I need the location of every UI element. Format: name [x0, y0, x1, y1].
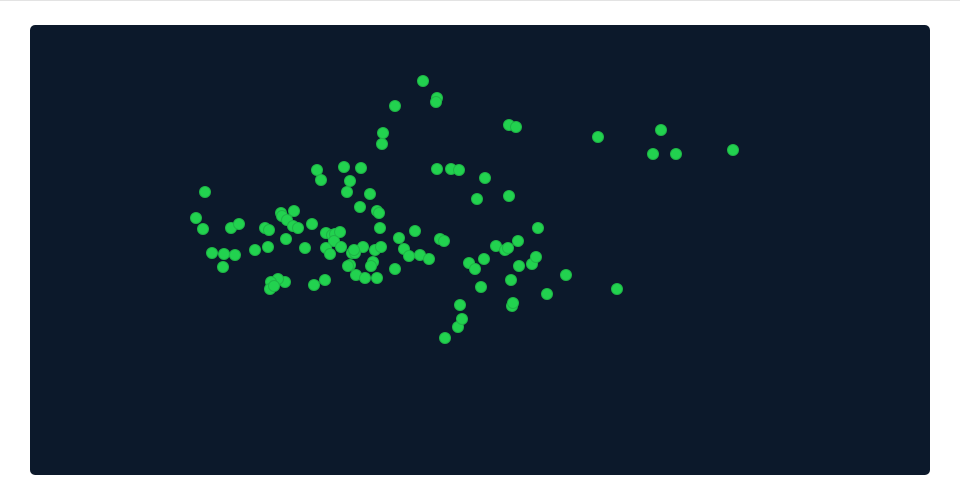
data-point — [315, 174, 327, 186]
data-point — [502, 242, 514, 254]
data-point — [342, 260, 354, 272]
data-point — [507, 297, 519, 309]
data-point — [389, 263, 401, 275]
data-point — [218, 248, 230, 260]
scatter-chart — [30, 25, 930, 475]
data-point — [389, 100, 401, 112]
data-point — [375, 241, 387, 253]
data-point — [478, 253, 490, 265]
data-point — [374, 222, 386, 234]
data-point — [292, 222, 304, 234]
data-point — [469, 263, 481, 275]
data-point — [454, 299, 466, 311]
data-point — [199, 186, 211, 198]
data-point — [359, 272, 371, 284]
data-point — [532, 222, 544, 234]
data-point — [611, 283, 623, 295]
data-point — [233, 218, 245, 230]
data-point — [341, 186, 353, 198]
data-point — [308, 279, 320, 291]
data-point — [530, 251, 542, 263]
data-point — [592, 131, 604, 143]
data-point — [354, 201, 366, 213]
data-point — [206, 247, 218, 259]
scatter-plot-svg — [30, 25, 930, 475]
top-divider — [0, 0, 960, 1]
data-point — [355, 162, 367, 174]
data-point — [249, 244, 261, 256]
data-point — [503, 190, 515, 202]
data-point — [475, 281, 487, 293]
data-point — [403, 250, 415, 262]
data-point — [423, 253, 435, 265]
data-point — [371, 272, 383, 284]
data-point — [373, 207, 385, 219]
data-point — [262, 241, 274, 253]
data-point — [335, 241, 347, 253]
chart-background — [30, 25, 930, 475]
data-point — [190, 212, 202, 224]
data-point — [647, 148, 659, 160]
data-point — [376, 138, 388, 150]
data-point — [439, 332, 451, 344]
data-point — [479, 172, 491, 184]
data-points — [190, 75, 739, 344]
data-point — [306, 218, 318, 230]
data-point — [670, 148, 682, 160]
data-point — [431, 163, 443, 175]
data-point — [365, 260, 377, 272]
data-point — [541, 288, 553, 300]
data-point — [197, 223, 209, 235]
data-point — [229, 249, 241, 261]
data-point — [311, 164, 323, 176]
data-point — [438, 235, 450, 247]
data-point — [510, 121, 522, 133]
data-point — [377, 127, 389, 139]
data-point — [727, 144, 739, 156]
data-point — [344, 175, 356, 187]
data-point — [505, 274, 517, 286]
data-point — [513, 260, 525, 272]
data-point — [280, 233, 292, 245]
data-point — [288, 205, 300, 217]
data-point — [560, 269, 572, 281]
data-point — [364, 188, 376, 200]
data-point — [334, 226, 346, 238]
data-point — [409, 225, 421, 237]
data-point — [263, 224, 275, 236]
data-point — [393, 232, 405, 244]
data-point — [324, 248, 336, 260]
data-point — [217, 261, 229, 273]
data-point — [471, 193, 483, 205]
data-point — [456, 313, 468, 325]
data-point — [319, 274, 331, 286]
data-point — [338, 161, 350, 173]
data-point — [299, 242, 311, 254]
data-point — [512, 235, 524, 247]
data-point — [453, 164, 465, 176]
data-point — [348, 244, 360, 256]
data-point — [268, 280, 280, 292]
data-point — [417, 75, 429, 87]
data-point — [430, 96, 442, 108]
data-point — [655, 124, 667, 136]
